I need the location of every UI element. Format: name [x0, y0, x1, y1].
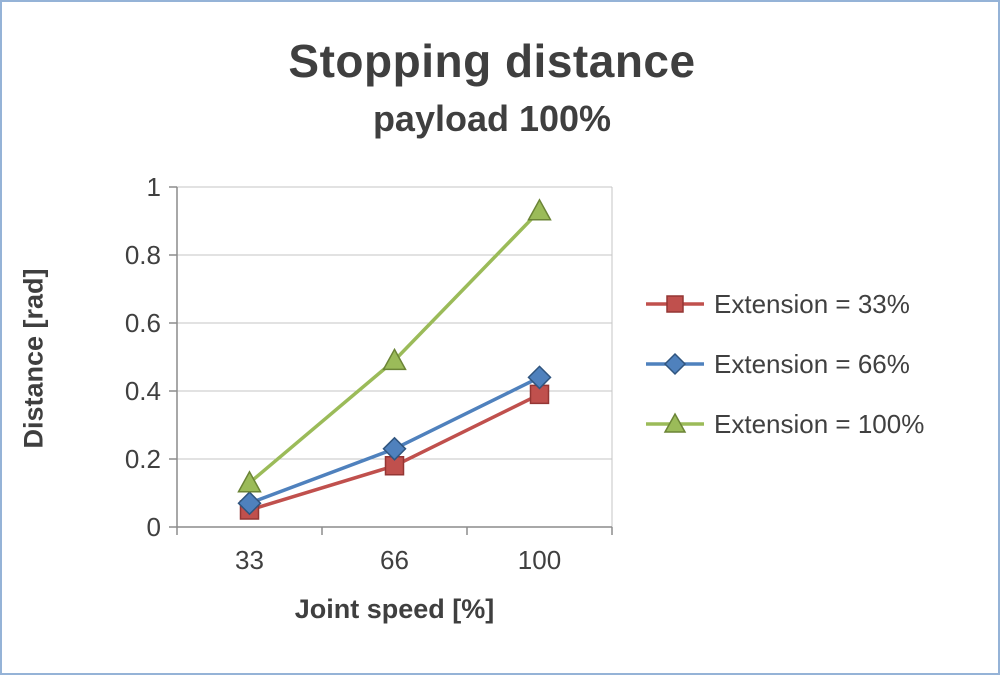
- legend-marker-diamond-icon: [646, 352, 704, 376]
- svg-text:0.4: 0.4: [125, 376, 161, 406]
- chart-title: Stopping distance: [288, 35, 696, 87]
- svg-text:1: 1: [147, 172, 161, 202]
- legend-item-extension-66: Extension = 66%: [644, 346, 924, 382]
- svg-text:100: 100: [518, 545, 561, 575]
- svg-text:0.2: 0.2: [125, 444, 161, 474]
- legend-item-extension-33: Extension = 33%: [644, 286, 924, 322]
- chart-subtitle: payload 100%: [372, 98, 612, 139]
- legend-marker-square-icon: [646, 295, 704, 313]
- svg-text:33: 33: [235, 545, 264, 575]
- svg-text:0.8: 0.8: [125, 240, 161, 270]
- x-axis-title: Joint speed [%]: [294, 594, 495, 624]
- legend-marker-triangle-icon: [646, 412, 704, 433]
- svg-text:0: 0: [147, 512, 161, 542]
- legend-label: Extension = 100%: [714, 408, 925, 439]
- svg-text:66: 66: [380, 545, 409, 575]
- legend-item-extension-100: Extension = 100%: [644, 406, 924, 442]
- legend-label: Extension = 66%: [714, 348, 910, 379]
- legend: Extension = 33% Extension = 66% Extensio…: [644, 286, 924, 442]
- svg-text:0.6: 0.6: [125, 308, 161, 338]
- legend-label: Extension = 33%: [714, 288, 910, 319]
- y-axis-title: Distance [rad]: [18, 268, 49, 449]
